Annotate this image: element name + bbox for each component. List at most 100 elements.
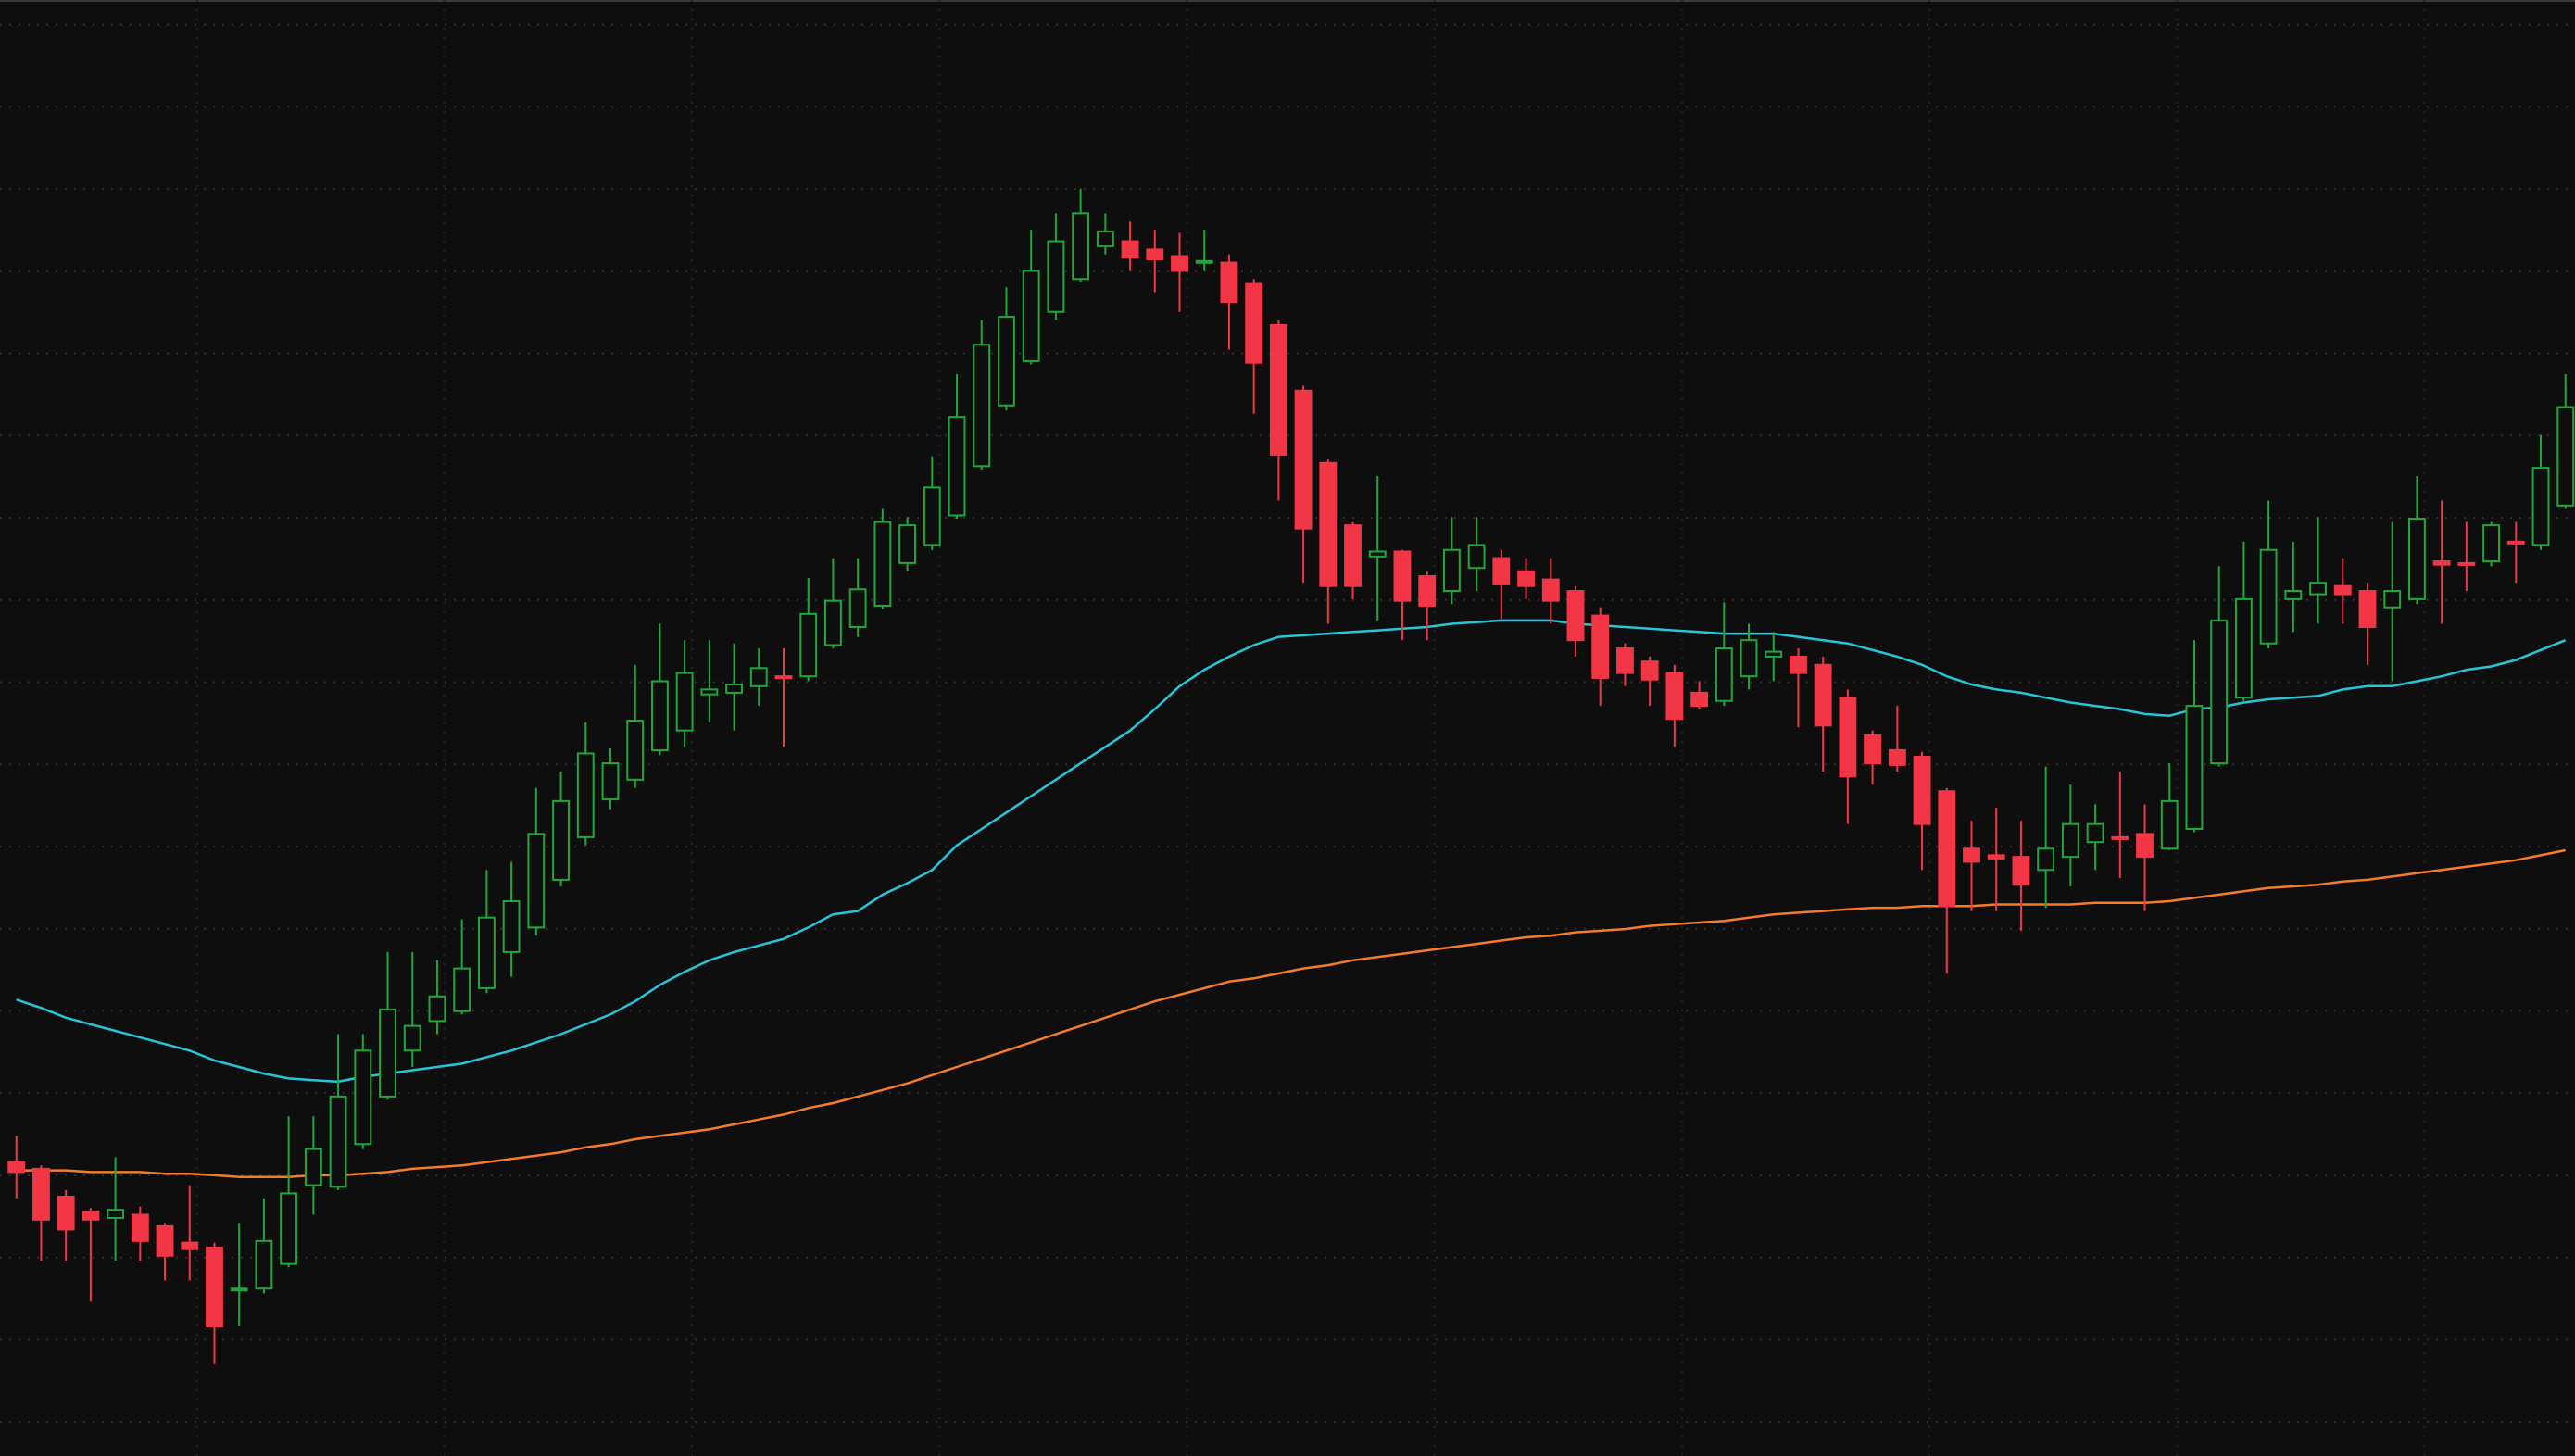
candle-body	[1072, 212, 1090, 281]
candle-body	[2185, 705, 2204, 830]
candle-body	[1913, 756, 1931, 825]
candle-body	[1047, 240, 1065, 313]
candle-body	[1591, 614, 1610, 679]
candle-body	[1368, 550, 1387, 558]
candle-body	[1566, 590, 1585, 642]
candle-body	[725, 684, 743, 694]
candle-body	[304, 1148, 322, 1186]
candle-body	[131, 1213, 149, 1242]
candle-body	[206, 1246, 223, 1327]
candle-body	[280, 1192, 298, 1265]
candle-body	[1467, 544, 1486, 570]
candle-body	[2482, 524, 2501, 563]
candle-body	[626, 720, 645, 781]
candle-body	[1765, 650, 1783, 658]
candle-body	[1344, 524, 1362, 587]
candle-body	[1987, 854, 2005, 860]
candle-body	[1963, 847, 1980, 863]
candle-body	[477, 916, 496, 989]
candle-body	[82, 1210, 100, 1221]
candle-body	[7, 1161, 26, 1174]
candle-body	[1022, 270, 1040, 362]
candle-body	[1418, 575, 1437, 607]
candle-body	[379, 1008, 396, 1098]
candle-body	[107, 1209, 125, 1220]
candle-body	[2037, 847, 2055, 872]
candle-body	[181, 1241, 199, 1250]
candle-body	[1096, 230, 1114, 247]
candle-body	[923, 486, 941, 546]
candle-body	[1393, 550, 1412, 602]
candle-body	[898, 524, 917, 564]
candle-body	[502, 899, 521, 953]
candle-body	[1640, 660, 1659, 681]
candle-body	[973, 344, 991, 468]
candle-body	[2086, 822, 2104, 844]
candle-body	[998, 316, 1015, 407]
candle-body	[1319, 461, 1338, 587]
candle-body	[2259, 548, 2278, 645]
candle-body	[1146, 248, 1164, 261]
candle-body	[428, 995, 446, 1023]
candle-body	[1121, 240, 1139, 259]
candle-body	[2012, 856, 2030, 886]
candle-body	[1715, 647, 1733, 702]
candle-body	[1616, 647, 1634, 674]
candle-body	[453, 967, 471, 1012]
moving-average-line	[16, 848, 2566, 1178]
candle-body	[1171, 255, 1188, 272]
candle-body	[1541, 578, 1560, 602]
candle-body	[799, 612, 818, 678]
candle-body	[2358, 590, 2377, 629]
candle-body	[1740, 639, 1758, 678]
candle-body	[1839, 697, 1857, 778]
candle-body	[156, 1224, 174, 1257]
candle-body	[1294, 389, 1313, 530]
candle-body	[329, 1095, 347, 1188]
candle-body	[1442, 548, 1461, 593]
candle-body	[1517, 570, 1535, 587]
candle-body	[527, 833, 546, 929]
candle-body	[1888, 748, 1906, 766]
candle-body	[1864, 734, 1882, 765]
candle-body	[1938, 790, 1956, 908]
candle-body	[601, 762, 620, 801]
moving-average-line	[16, 619, 2567, 1084]
candle-body	[2111, 835, 2129, 840]
candle-body	[2061, 822, 2079, 859]
candle-body	[1245, 282, 1263, 364]
candle-body	[1790, 655, 1807, 674]
candle-body	[774, 675, 793, 680]
candle-body	[255, 1239, 273, 1290]
candle-body	[2432, 560, 2451, 566]
candle-body	[32, 1167, 50, 1221]
candle-body	[700, 688, 719, 696]
candle-body	[2383, 590, 2402, 609]
candle-body	[1220, 261, 1238, 304]
candle-body	[873, 521, 892, 607]
candle-body	[749, 667, 768, 687]
candle-body	[1269, 323, 1288, 456]
candle-body	[824, 599, 842, 646]
candle-body	[230, 1287, 248, 1292]
candle-body	[650, 680, 669, 751]
candle-body	[2556, 406, 2575, 507]
candle-body	[1195, 259, 1213, 264]
candle-body	[354, 1049, 372, 1146]
candle-body	[2136, 833, 2154, 859]
candle-body	[848, 588, 867, 629]
candle-body	[576, 752, 595, 838]
candle-body	[552, 799, 570, 881]
candle-body	[1492, 557, 1511, 585]
candle-body	[2531, 467, 2550, 546]
candle-body	[2309, 582, 2327, 596]
candle-body	[2210, 619, 2229, 765]
candle-body	[1690, 691, 1709, 708]
candle-body	[2234, 597, 2253, 699]
candle-body	[948, 416, 966, 517]
candle-body	[2457, 561, 2476, 566]
candle-body	[1665, 672, 1684, 721]
candle-body	[2160, 799, 2179, 850]
